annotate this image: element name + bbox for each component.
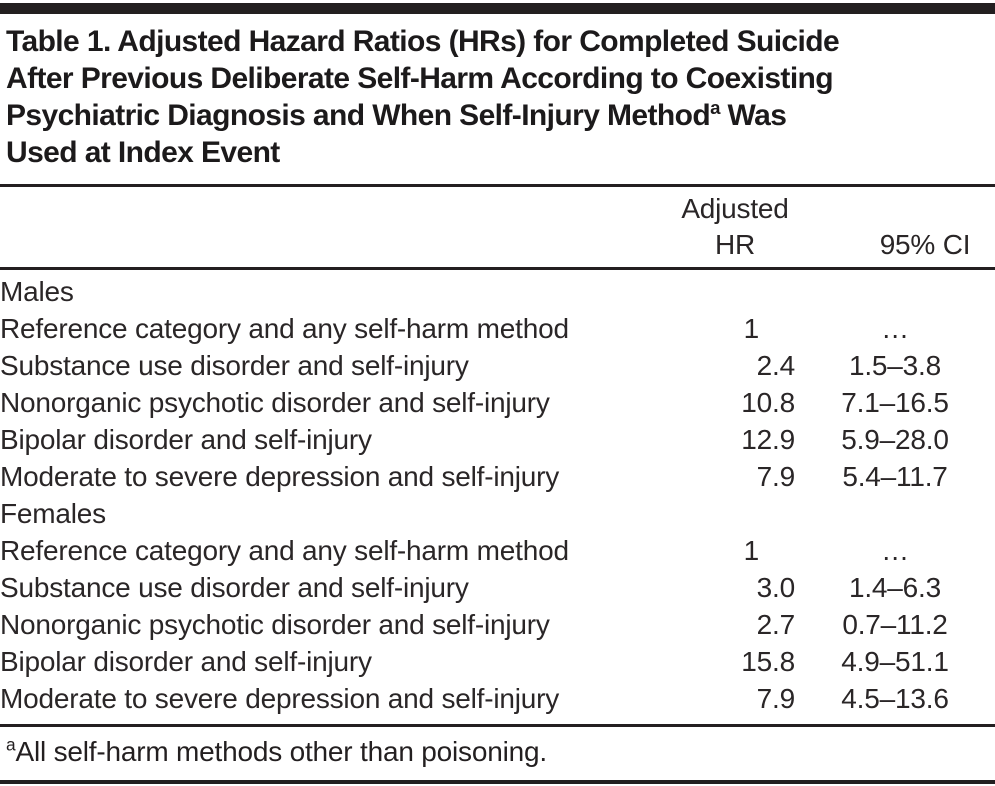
ci-value: 4.5–13.6 — [841, 683, 949, 714]
footnote-divider-rule — [0, 724, 995, 727]
row-label: Nonorganic psychotic disorder and self-i… — [0, 609, 550, 640]
bottom-rule — [0, 780, 995, 784]
footnote-text: All self-harm methods other than poisoni… — [15, 736, 547, 767]
title-footnote-marker: a — [710, 97, 720, 118]
table-title: Table 1. Adjusted Hazard Ratios (HRs) fo… — [0, 23, 995, 171]
hr-value: 1 — [743, 313, 760, 344]
table-header: Adjusted HR 95% CI — [0, 187, 995, 270]
hr-value: 2.4 — [756, 350, 796, 381]
ci-value: 5.9–28.0 — [841, 424, 949, 455]
hr-value: 10.8 — [741, 387, 795, 418]
row-label: Substance use disorder and self-injury — [0, 572, 469, 603]
header-row-1: Adjusted — [0, 187, 995, 227]
row-label: Nonorganic psychotic disorder and self-i… — [0, 387, 550, 418]
section-label: Males — [0, 276, 74, 307]
table-row: Substance use disorder and self-injury 2… — [0, 347, 995, 384]
ci-value: 1.5–3.8 — [848, 350, 942, 381]
hr-value: 7.9 — [756, 461, 796, 492]
table-row: Substance use disorder and self-injury 3… — [0, 569, 995, 606]
table-row: Reference category and any self-harm met… — [0, 532, 995, 569]
header-empty-cell — [795, 187, 995, 227]
hr-value: 2.7 — [756, 609, 796, 640]
ci-value: … — [881, 535, 909, 566]
title-line-1: Table 1. Adjusted Hazard Ratios (HRs) fo… — [6, 25, 840, 58]
row-label: Bipolar disorder and self-injury — [0, 646, 372, 677]
table-row: Moderate to severe depression and self-i… — [0, 458, 995, 495]
header-row-2: HR 95% CI — [0, 227, 995, 270]
title-divider-rule — [0, 184, 995, 187]
title-line-3-text: Psychiatric Diagnosis and When Self-Inju… — [6, 99, 711, 132]
table-row: Moderate to severe depression and self-i… — [0, 680, 995, 717]
title-line-3: Psychiatric Diagnosis and When Self-Inju… — [6, 97, 991, 134]
ci-value: 7.1–16.5 — [841, 387, 949, 418]
ci-value: … — [881, 313, 909, 344]
table-row: Bipolar disorder and self-injury 12.9 5.… — [0, 421, 995, 458]
ci-value: 4.9–51.1 — [841, 646, 949, 677]
ci-value: 0.7–11.2 — [842, 609, 948, 640]
title-line-4: Used at Index Event — [6, 136, 280, 169]
row-label: Moderate to severe depression and self-i… — [0, 683, 560, 714]
section-label: Females — [0, 498, 106, 529]
hr-value: 7.9 — [756, 683, 796, 714]
row-label: Bipolar disorder and self-injury — [0, 424, 372, 455]
hr-value: 15.8 — [741, 646, 795, 677]
hr-value: 3.0 — [756, 572, 796, 603]
top-rule — [0, 3, 995, 14]
hr-value: 1 — [743, 535, 760, 566]
ci-value: 1.4–6.3 — [848, 572, 942, 603]
header-empty-cell — [0, 227, 625, 270]
row-label: Reference category and any self-harm met… — [0, 313, 569, 344]
section-row-males: Males — [0, 269, 995, 311]
row-label: Moderate to severe depression and self-i… — [0, 461, 560, 492]
table-row: Bipolar disorder and self-injury 15.8 4.… — [0, 643, 995, 680]
row-label: Reference category and any self-harm met… — [0, 535, 569, 566]
hazard-ratio-table: Adjusted HR 95% CI Males Reference categ… — [0, 187, 995, 717]
table-figure: Table 1. Adjusted Hazard Ratios (HRs) fo… — [0, 3, 995, 786]
column-header-hr: HR — [625, 227, 795, 270]
ci-value: 5.4–11.7 — [842, 461, 948, 492]
column-header-ci: 95% CI — [795, 227, 995, 270]
title-line-3-tail: Was — [719, 99, 787, 132]
title-line-2: After Previous Deliberate Self-Harm Acco… — [6, 62, 834, 95]
table-footnote: aAll self-harm methods other than poison… — [0, 727, 995, 780]
section-row-females: Females — [0, 495, 995, 532]
table-row: Reference category and any self-harm met… — [0, 310, 995, 347]
hr-value: 12.9 — [741, 424, 795, 455]
table-body: Males Reference category and any self-ha… — [0, 269, 995, 718]
table-row: Nonorganic psychotic disorder and self-i… — [0, 384, 995, 421]
footnote-marker: a — [6, 734, 16, 755]
column-header-adjusted: Adjusted — [681, 193, 789, 224]
table-row: Nonorganic psychotic disorder and self-i… — [0, 606, 995, 643]
row-label: Substance use disorder and self-injury — [0, 350, 469, 381]
header-empty-cell — [0, 187, 625, 227]
